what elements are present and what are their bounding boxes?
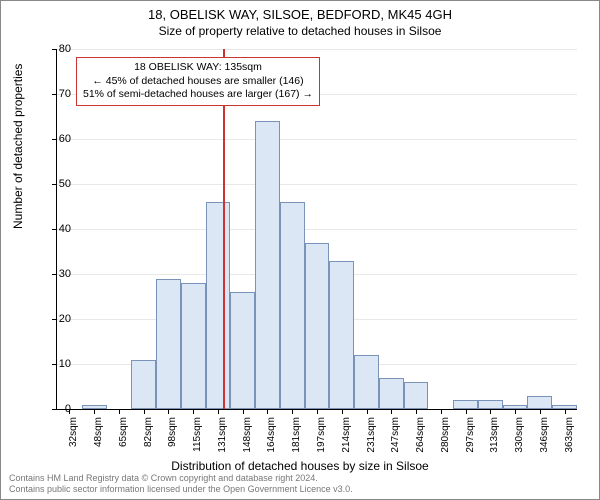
chart-title: 18, OBELISK WAY, SILSOE, BEDFORD, MK45 4… xyxy=(1,7,599,22)
chart-subtitle: Size of property relative to detached ho… xyxy=(1,24,599,38)
grid-line xyxy=(57,49,577,50)
x-tick-label: 131sqm xyxy=(217,417,228,467)
grid-line xyxy=(57,184,577,185)
annotation-line3: 51% of semi-detached houses are larger (… xyxy=(83,88,313,102)
x-tick-mark xyxy=(565,409,566,414)
x-tick-mark xyxy=(193,409,194,414)
x-tick-mark xyxy=(292,409,293,414)
x-tick-label: 264sqm xyxy=(415,417,426,467)
y-tick-label: 40 xyxy=(31,223,71,235)
x-tick-mark xyxy=(218,409,219,414)
bar xyxy=(156,279,181,410)
bar xyxy=(354,355,379,409)
y-tick-label: 70 xyxy=(31,88,71,100)
x-tick-label: 363sqm xyxy=(564,417,575,467)
x-tick-mark xyxy=(540,409,541,414)
y-tick-label: 60 xyxy=(31,133,71,145)
bar xyxy=(329,261,354,410)
x-tick-mark xyxy=(168,409,169,414)
x-tick-label: 197sqm xyxy=(316,417,327,467)
x-tick-mark xyxy=(416,409,417,414)
annotation-line2: ← 45% of detached houses are smaller (14… xyxy=(83,75,313,89)
bar xyxy=(230,292,255,409)
x-tick-label: 181sqm xyxy=(291,417,302,467)
bar xyxy=(527,396,552,410)
y-tick-label: 80 xyxy=(31,43,71,55)
x-tick-mark xyxy=(342,409,343,414)
bar xyxy=(280,202,305,409)
footer-line1: Contains HM Land Registry data © Crown c… xyxy=(9,473,353,484)
x-tick-mark xyxy=(243,409,244,414)
x-tick-label: 330sqm xyxy=(514,417,525,467)
x-tick-mark xyxy=(466,409,467,414)
bar xyxy=(305,243,330,410)
x-tick-mark xyxy=(144,409,145,414)
x-tick-label: 313sqm xyxy=(489,417,500,467)
x-tick-mark xyxy=(94,409,95,414)
footer-line2: Contains public sector information licen… xyxy=(9,484,353,495)
y-axis-label: Number of detached properties xyxy=(11,64,25,229)
bar xyxy=(379,378,404,410)
x-tick-label: 297sqm xyxy=(465,417,476,467)
y-tick-label: 0 xyxy=(31,403,71,415)
x-tick-label: 231sqm xyxy=(366,417,377,467)
y-tick-label: 10 xyxy=(31,358,71,370)
x-tick-label: 65sqm xyxy=(118,417,129,467)
x-tick-label: 346sqm xyxy=(539,417,550,467)
x-tick-mark xyxy=(267,409,268,414)
x-tick-mark xyxy=(119,409,120,414)
footer: Contains HM Land Registry data © Crown c… xyxy=(9,473,353,495)
bar xyxy=(255,121,280,409)
x-tick-label: 48sqm xyxy=(93,417,104,467)
chart-area: 18 OBELISK WAY: 135sqm ← 45% of detached… xyxy=(56,49,576,409)
x-tick-label: 82sqm xyxy=(143,417,154,467)
y-tick-label: 50 xyxy=(31,178,71,190)
bar xyxy=(404,382,429,409)
bar xyxy=(552,405,577,410)
annotation-line1: 18 OBELISK WAY: 135sqm xyxy=(83,61,313,75)
x-tick-label: 115sqm xyxy=(192,417,203,467)
x-tick-label: 148sqm xyxy=(242,417,253,467)
x-tick-label: 164sqm xyxy=(266,417,277,467)
bar xyxy=(206,202,231,409)
y-tick-label: 30 xyxy=(31,268,71,280)
x-tick-mark xyxy=(441,409,442,414)
chart-container: 18, OBELISK WAY, SILSOE, BEDFORD, MK45 4… xyxy=(0,0,600,500)
x-tick-label: 98sqm xyxy=(167,417,178,467)
x-tick-mark xyxy=(317,409,318,414)
x-tick-mark xyxy=(391,409,392,414)
x-tick-label: 214sqm xyxy=(341,417,352,467)
grid-line xyxy=(57,229,577,230)
x-tick-mark xyxy=(367,409,368,414)
bar xyxy=(478,400,503,409)
x-tick-label: 32sqm xyxy=(68,417,79,467)
bar xyxy=(453,400,478,409)
grid-line xyxy=(57,139,577,140)
x-tick-mark xyxy=(515,409,516,414)
bar xyxy=(503,405,528,410)
bar xyxy=(181,283,206,409)
bar xyxy=(82,405,107,410)
x-tick-mark xyxy=(490,409,491,414)
x-tick-label: 280sqm xyxy=(440,417,451,467)
y-tick-label: 20 xyxy=(31,313,71,325)
bar xyxy=(131,360,156,410)
x-tick-label: 247sqm xyxy=(390,417,401,467)
marker-annotation: 18 OBELISK WAY: 135sqm ← 45% of detached… xyxy=(76,57,320,106)
